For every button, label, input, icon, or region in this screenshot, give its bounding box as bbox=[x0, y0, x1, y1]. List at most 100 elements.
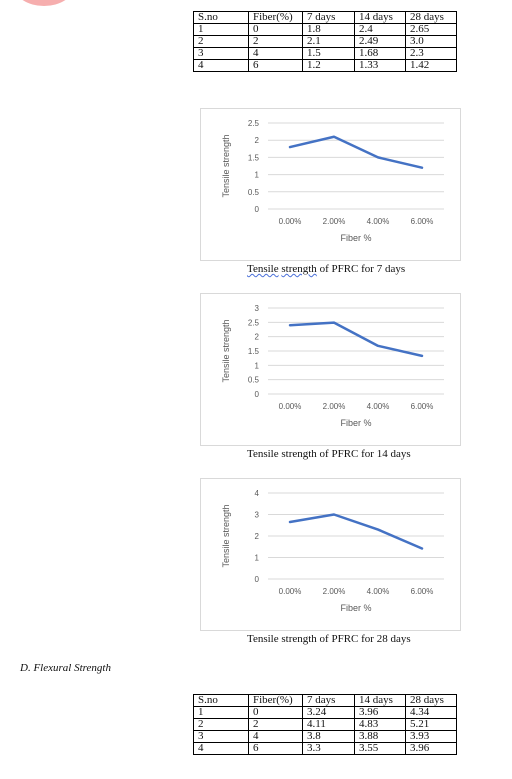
x-tick-label: 6.00% bbox=[411, 217, 434, 226]
table-cell: 6 bbox=[248, 742, 303, 755]
chart-svg: 0 0.5 1 1.5 2 2.5 3 0.00% 2.00% 4.00% 6.00% Fiber %… bbox=[221, 304, 444, 428]
table-cell: 1.5 bbox=[302, 47, 355, 60]
table-cell: 1.33 bbox=[354, 59, 406, 72]
table-cell: 3.88 bbox=[354, 730, 406, 743]
y-tick-label: 1 bbox=[255, 554, 260, 563]
table-cell: 3.24 bbox=[302, 706, 355, 719]
table-cell: 2 bbox=[193, 35, 249, 48]
table-row: 1 0 3.24 3.96 4.34 bbox=[193, 706, 457, 719]
chart-svg: 0 1 2 3 4 0.00% 2.00% 4.00% 6.00% Fiber % Tensile … bbox=[221, 489, 444, 613]
table-row: 2 2 2.1 2.49 3.0 bbox=[193, 35, 457, 48]
table-cell: 3.8 bbox=[302, 730, 355, 743]
header-fiber: Fiber(%) bbox=[248, 11, 303, 24]
table-cell: 5.21 bbox=[405, 718, 457, 731]
x-tick-label: 6.00% bbox=[411, 402, 434, 411]
table-row: 3 4 1.5 1.68 2.3 bbox=[193, 47, 457, 60]
table-cell: 6 bbox=[248, 59, 303, 72]
chart-svg: 0 0.5 1 1.5 2 2.5 0.00% 2.00% 4.00% 6.00% Fiber % T… bbox=[221, 119, 444, 243]
x-tick-label: 0.00% bbox=[279, 217, 302, 226]
header-sno: S.no bbox=[193, 694, 249, 707]
table-cell: 3.93 bbox=[405, 730, 457, 743]
table-cell: 2.3 bbox=[405, 47, 457, 60]
y-axis-title: Tensile strength bbox=[221, 504, 231, 567]
y-tick-label: 1.5 bbox=[248, 153, 260, 162]
x-tick-label: 2.00% bbox=[323, 587, 346, 596]
table-cell: 0 bbox=[248, 706, 303, 719]
table-cell: 4 bbox=[193, 59, 249, 72]
table-cell: 4 bbox=[248, 47, 303, 60]
table-row: 1 0 1.8 2.4 2.65 bbox=[193, 23, 457, 36]
caption-word-tensile: Tensile bbox=[247, 263, 279, 275]
y-tick-label: 2 bbox=[255, 333, 260, 342]
header-7-days: 7 days bbox=[302, 11, 355, 24]
header-28-days: 28 days bbox=[405, 11, 457, 24]
caption-rest: of PFRC for 7 days bbox=[316, 263, 406, 275]
y-axis-title: Tensile strength bbox=[221, 319, 231, 382]
series-line bbox=[288, 135, 424, 169]
table-cell: 1.42 bbox=[405, 59, 457, 72]
x-tick-label: 4.00% bbox=[367, 402, 390, 411]
section-heading-flexural: D. Flexural Strength bbox=[20, 662, 111, 674]
x-tick-label: 2.00% bbox=[323, 402, 346, 411]
table-row: 4 6 1.2 1.33 1.42 bbox=[193, 59, 457, 72]
x-tick-label: 0.00% bbox=[279, 402, 302, 411]
y-tick-label: 1.5 bbox=[248, 347, 260, 356]
y-tick-label: 3 bbox=[255, 511, 260, 520]
caption-28-days: Tensile strength of PFRC for 28 days bbox=[247, 633, 411, 645]
table-cell: 3 bbox=[193, 730, 249, 743]
x-tick-label: 4.00% bbox=[367, 217, 390, 226]
x-axis-title: Fiber % bbox=[340, 233, 371, 243]
header-sno: S.no bbox=[193, 11, 249, 24]
y-tick-label: 2.5 bbox=[248, 119, 260, 128]
table-cell: 4.83 bbox=[354, 718, 406, 731]
table-row: 4 6 3.3 3.55 3.96 bbox=[193, 742, 457, 755]
x-axis-title: Fiber % bbox=[340, 418, 371, 428]
x-tick-label: 4.00% bbox=[367, 587, 390, 596]
table-cell: 2 bbox=[193, 718, 249, 731]
header-7-days: 7 days bbox=[302, 694, 355, 707]
tensile-28-days-chart: 0 1 2 3 4 0.00% 2.00% 4.00% 6.00% Fiber % Tensile … bbox=[200, 478, 461, 631]
table-cell: 0 bbox=[248, 23, 303, 36]
table-cell: 1.2 bbox=[302, 59, 355, 72]
series-line bbox=[288, 321, 424, 358]
table-row: 3 4 3.8 3.88 3.93 bbox=[193, 730, 457, 743]
table-header-row: S.no Fiber(%) 7 days 14 days 28 days bbox=[193, 11, 457, 24]
header-14-days: 14 days bbox=[354, 694, 406, 707]
table-cell: 3.55 bbox=[354, 742, 406, 755]
table-cell: 2.1 bbox=[302, 35, 355, 48]
caption-word-strength: strength bbox=[281, 263, 317, 275]
header-14-days: 14 days bbox=[354, 11, 406, 24]
x-axis-title: Fiber % bbox=[340, 603, 371, 613]
table-cell: 1.8 bbox=[302, 23, 355, 36]
table-cell: 2.49 bbox=[354, 35, 406, 48]
x-tick-label: 0.00% bbox=[279, 587, 302, 596]
x-tick-label: 2.00% bbox=[323, 217, 346, 226]
table-cell: 3 bbox=[193, 47, 249, 60]
tensile-7-days-chart: 0 0.5 1 1.5 2 2.5 0.00% 2.00% 4.00% 6.00% Fiber % T… bbox=[200, 108, 461, 261]
header-28-days: 28 days bbox=[405, 694, 457, 707]
y-tick-label: 0 bbox=[255, 575, 260, 584]
table-cell: 4 bbox=[193, 742, 249, 755]
table-cell: 1 bbox=[193, 23, 249, 36]
table-cell: 4 bbox=[248, 730, 303, 743]
y-tick-label: 0 bbox=[255, 205, 260, 214]
table-row: 2 2 4.11 4.83 5.21 bbox=[193, 718, 457, 731]
table-cell: 4.34 bbox=[405, 706, 457, 719]
table-cell: 3.0 bbox=[405, 35, 457, 48]
y-tick-label: 0.5 bbox=[248, 376, 260, 385]
table-cell: 3.96 bbox=[405, 742, 457, 755]
table-cell: 1 bbox=[193, 706, 249, 719]
y-tick-label: 0.5 bbox=[248, 188, 260, 197]
table-cell: 2 bbox=[248, 35, 303, 48]
table-cell: 3.3 bbox=[302, 742, 355, 755]
table-cell: 2.4 bbox=[354, 23, 406, 36]
table-cell: 4.11 bbox=[302, 718, 355, 731]
header-fiber: Fiber(%) bbox=[248, 694, 303, 707]
decorative-corner-shape bbox=[14, 0, 74, 6]
y-tick-label: 2 bbox=[255, 532, 260, 541]
table-cell: 1.68 bbox=[354, 47, 406, 60]
y-tick-label: 2.5 bbox=[248, 318, 260, 327]
y-tick-label: 1 bbox=[255, 171, 260, 180]
